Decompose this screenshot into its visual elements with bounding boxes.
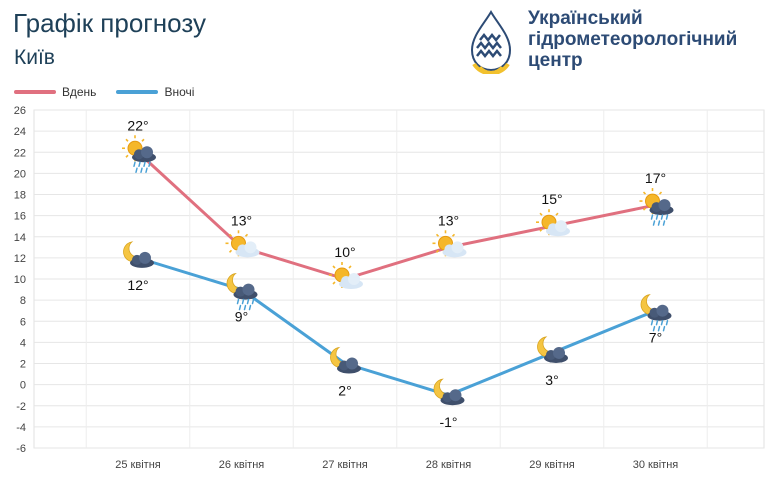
logo-line-2: гідрометеорологічний bbox=[528, 29, 738, 50]
day-series-line bbox=[136, 151, 656, 281]
day-temp-label: 10° bbox=[334, 244, 355, 260]
y-tick-label: 24 bbox=[14, 126, 26, 138]
y-tick-label: 20 bbox=[14, 168, 26, 180]
y-tick-label: -6 bbox=[16, 443, 26, 455]
weather-icons bbox=[121, 134, 674, 406]
legend: Вдень Вночі bbox=[14, 84, 214, 100]
y-tick-label: 26 bbox=[14, 105, 26, 117]
x-tick-label: 28 квітня bbox=[426, 459, 472, 471]
y-tick-label: 2 bbox=[20, 359, 26, 371]
night-temp-label: -1° bbox=[439, 414, 457, 430]
y-tick-label: 6 bbox=[20, 316, 26, 328]
night-temp-label: 12° bbox=[127, 277, 148, 293]
y-tick-label: 4 bbox=[20, 337, 26, 349]
day-temp-label: 17° bbox=[645, 170, 666, 186]
y-tick-label: 0 bbox=[20, 380, 26, 392]
day-temp-label: 13° bbox=[231, 212, 252, 228]
y-tick-label: 22 bbox=[14, 147, 26, 159]
chart-title: Графік прогнозу bbox=[13, 8, 206, 38]
night-temp-label: 2° bbox=[338, 383, 351, 399]
legend-item-night[interactable]: Вночі bbox=[116, 85, 194, 99]
y-tick-label: -4 bbox=[16, 422, 26, 434]
x-tick-label: 27 квітня bbox=[322, 459, 368, 471]
data-labels: 22° 13° 10° 13° 15° 17° 12° 9° 2° -1° 3° 7° bbox=[127, 117, 666, 430]
x-tick-label: 25 квітня bbox=[115, 459, 161, 471]
y-tick-label: 10 bbox=[14, 274, 26, 286]
x-axis: 25 квітня 26 квітня 27 квітня 28 квітня 29 к… bbox=[115, 459, 678, 471]
y-tick-label: 14 bbox=[14, 232, 26, 244]
moon-cloud-icon bbox=[123, 241, 154, 268]
ugmc-logo: Український гідрометеорологічний центр bbox=[466, 8, 766, 76]
night-temp-label: 3° bbox=[545, 372, 558, 388]
legend-night-swatch bbox=[116, 90, 159, 94]
legend-day-label: Вдень bbox=[62, 85, 97, 99]
day-temp-label: 15° bbox=[541, 191, 562, 207]
moon-cloud-icon bbox=[433, 378, 465, 406]
night-series-line bbox=[137, 256, 657, 397]
y-tick-label: 12 bbox=[14, 253, 26, 265]
logo-line-1: Український bbox=[528, 8, 643, 29]
y-tick-label: 8 bbox=[20, 295, 26, 307]
day-temp-label: 13° bbox=[438, 212, 459, 228]
moon-cloud-icon bbox=[537, 336, 568, 363]
legend-item-day[interactable]: Вдень bbox=[14, 85, 96, 99]
series-lines bbox=[136, 151, 657, 397]
legend-day-swatch bbox=[14, 90, 56, 94]
day-temp-label: 22° bbox=[127, 117, 148, 133]
moon-cloud-icon bbox=[330, 347, 361, 374]
sun-cloud-icon bbox=[224, 229, 260, 258]
x-tick-label: 30 квітня bbox=[633, 459, 679, 471]
logo-line-3: центр bbox=[528, 50, 583, 71]
x-tick-label: 29 квітня bbox=[529, 459, 575, 471]
sun-cloud-rain-icon bbox=[121, 134, 156, 173]
water-drop-sun-icon bbox=[470, 10, 512, 74]
x-tick-label: 26 квітня bbox=[219, 459, 265, 471]
y-tick-label: -2 bbox=[16, 401, 26, 413]
sun-cloud-icon bbox=[535, 208, 570, 237]
sun-cloud-icon bbox=[431, 229, 467, 258]
night-temp-label: 7° bbox=[649, 330, 662, 346]
city-name: Київ bbox=[14, 46, 55, 69]
legend-night-label: Вночі bbox=[164, 85, 195, 99]
y-tick-label: 16 bbox=[14, 211, 26, 223]
night-temp-label: 9° bbox=[235, 309, 248, 325]
x-gridlines bbox=[85, 110, 708, 448]
y-tick-label: 18 bbox=[14, 190, 26, 202]
